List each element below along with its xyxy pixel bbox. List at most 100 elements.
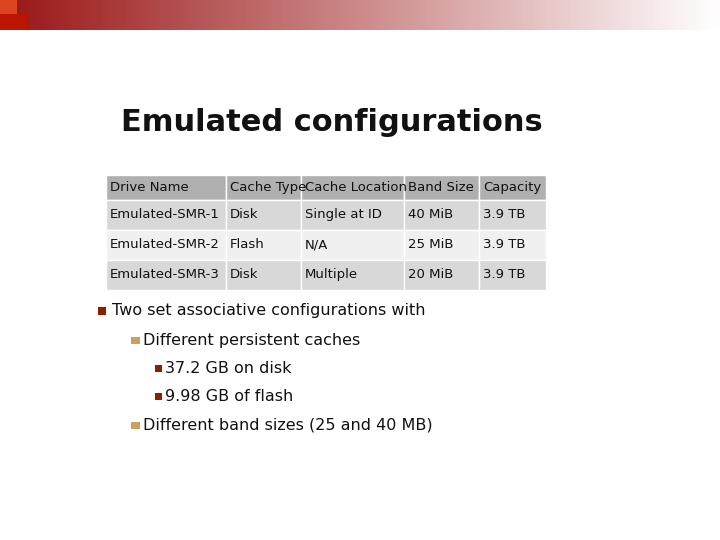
Bar bbox=[192, 0, 194, 30]
Bar bbox=[132, 0, 135, 30]
Bar bbox=[204, 0, 207, 30]
Bar bbox=[405, 0, 408, 30]
Bar bbox=[216, 0, 218, 30]
Bar bbox=[137, 0, 139, 30]
Bar bbox=[233, 0, 235, 30]
Bar bbox=[369, 0, 372, 30]
Bar bbox=[540, 0, 542, 30]
Bar bbox=[459, 0, 461, 30]
Bar bbox=[331, 0, 333, 30]
Bar bbox=[312, 0, 315, 30]
Bar bbox=[127, 0, 130, 30]
Bar bbox=[322, 0, 324, 30]
Bar bbox=[487, 0, 490, 30]
Bar bbox=[317, 0, 319, 30]
Bar bbox=[444, 0, 446, 30]
Bar bbox=[178, 0, 180, 30]
Bar bbox=[266, 0, 269, 30]
Bar bbox=[449, 0, 451, 30]
Bar bbox=[689, 0, 691, 30]
Bar bbox=[130, 0, 132, 30]
Bar bbox=[559, 0, 562, 30]
Bar bbox=[333, 0, 336, 30]
Bar bbox=[394, 0, 396, 30]
Bar bbox=[315, 0, 317, 30]
Bar bbox=[89, 0, 91, 30]
Bar bbox=[358, 0, 360, 30]
Bar bbox=[404, 260, 480, 290]
Bar bbox=[254, 0, 257, 30]
Text: 3.9 TB: 3.9 TB bbox=[483, 208, 526, 221]
Bar bbox=[297, 0, 300, 30]
Bar bbox=[571, 0, 574, 30]
Bar bbox=[490, 0, 492, 30]
Bar bbox=[643, 0, 646, 30]
Bar bbox=[581, 0, 583, 30]
Bar bbox=[480, 260, 546, 290]
Bar bbox=[538, 0, 540, 30]
Bar bbox=[43, 0, 45, 30]
Bar bbox=[243, 0, 245, 30]
Bar bbox=[182, 0, 185, 30]
Bar bbox=[202, 0, 204, 30]
Bar bbox=[374, 0, 377, 30]
Bar bbox=[351, 0, 353, 30]
Bar bbox=[302, 0, 305, 30]
Bar bbox=[324, 0, 326, 30]
Bar bbox=[660, 0, 662, 30]
Bar bbox=[389, 0, 391, 30]
Bar bbox=[610, 0, 612, 30]
Bar bbox=[434, 0, 437, 30]
Bar bbox=[319, 0, 322, 30]
Bar bbox=[718, 0, 720, 30]
Text: N/A: N/A bbox=[305, 238, 328, 251]
Bar bbox=[629, 0, 631, 30]
Bar bbox=[131, 422, 140, 429]
Bar bbox=[156, 0, 158, 30]
Bar bbox=[456, 0, 459, 30]
Bar bbox=[398, 0, 401, 30]
Bar bbox=[554, 0, 557, 30]
Bar bbox=[639, 0, 641, 30]
Bar bbox=[288, 0, 290, 30]
Bar bbox=[106, 230, 225, 260]
Bar bbox=[230, 0, 233, 30]
Bar bbox=[408, 0, 410, 30]
Bar bbox=[108, 0, 110, 30]
Bar bbox=[163, 0, 166, 30]
Bar bbox=[50, 0, 53, 30]
Bar bbox=[531, 0, 533, 30]
Bar bbox=[235, 0, 238, 30]
Bar bbox=[122, 0, 125, 30]
Bar bbox=[221, 0, 223, 30]
Bar bbox=[279, 0, 281, 30]
Bar bbox=[480, 0, 482, 30]
Bar bbox=[225, 260, 301, 290]
Bar bbox=[655, 0, 657, 30]
Bar bbox=[106, 260, 225, 290]
Bar bbox=[301, 200, 404, 230]
Bar bbox=[228, 0, 230, 30]
Bar bbox=[329, 0, 331, 30]
Bar bbox=[194, 0, 197, 30]
Text: 40 MiB: 40 MiB bbox=[408, 208, 454, 221]
Text: 25 MiB: 25 MiB bbox=[408, 238, 454, 251]
Bar bbox=[549, 0, 552, 30]
Bar bbox=[698, 0, 701, 30]
Bar bbox=[146, 0, 149, 30]
Text: Disk: Disk bbox=[230, 208, 258, 221]
Bar bbox=[482, 0, 485, 30]
Bar bbox=[475, 0, 477, 30]
Text: 37.2 GB on disk: 37.2 GB on disk bbox=[166, 361, 292, 376]
Bar bbox=[14, 0, 17, 30]
Text: Band Size: Band Size bbox=[408, 181, 474, 194]
Bar bbox=[533, 0, 535, 30]
Bar bbox=[38, 0, 41, 30]
Bar bbox=[113, 0, 115, 30]
Bar bbox=[180, 0, 182, 30]
Bar bbox=[9, 0, 12, 30]
Bar bbox=[290, 0, 293, 30]
Bar bbox=[631, 0, 634, 30]
Bar bbox=[576, 0, 578, 30]
Bar bbox=[81, 0, 84, 30]
